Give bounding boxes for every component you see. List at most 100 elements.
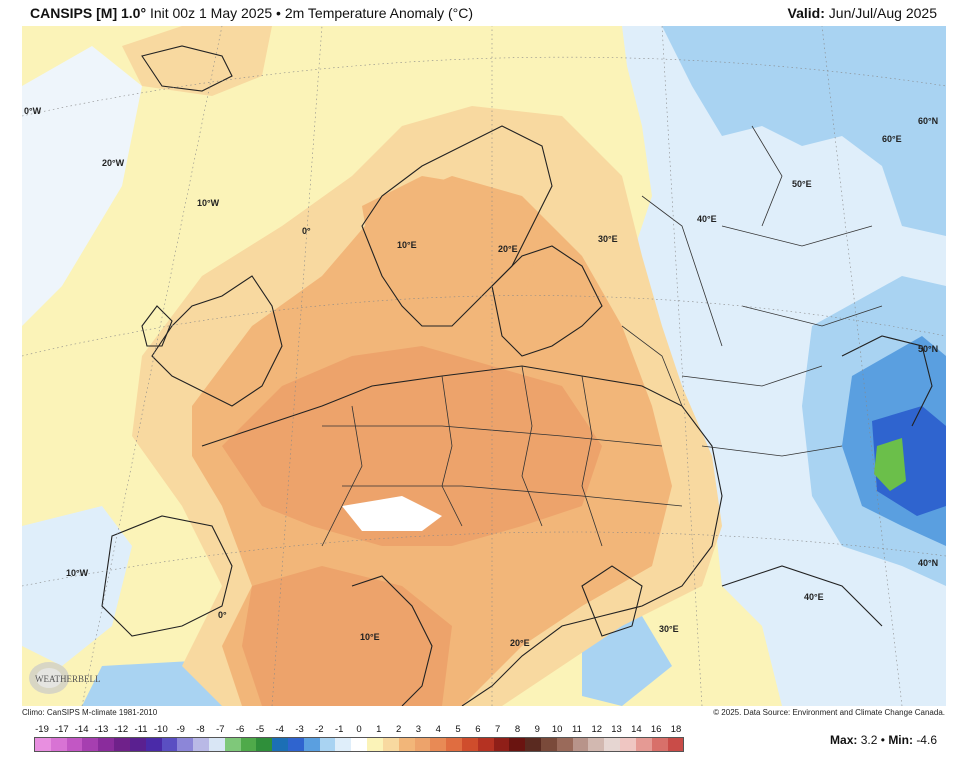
cool-region-iberia-sw: [22, 506, 132, 666]
colorbar-swatch: [461, 738, 478, 751]
colorbar-swatch: [114, 738, 130, 751]
min-value: -4.6: [916, 733, 937, 747]
lon-label: 10°E: [360, 632, 380, 642]
colorbar-swatch: [651, 738, 668, 751]
colorbar-swatch: [208, 738, 225, 751]
weatherbell-logo: WEATHERBELL: [27, 658, 103, 698]
lon-label: 10°W: [66, 568, 89, 578]
colorbar-swatch: [604, 738, 621, 751]
colorbar-swatch: [303, 738, 320, 751]
colorbar-tick-label: -17: [54, 724, 69, 735]
colorbar-tick-label: -5: [255, 724, 265, 735]
colorbar-labels: -19 -17 -14 -13 -12 -11 -10 -9 -8 -7 -6 -5 -4 -3 -2 -1 0…: [34, 724, 684, 737]
colorbar-tick-label: 11: [572, 724, 582, 735]
colorbar-swatch: [319, 738, 336, 751]
colorbar-tick-label: -1: [334, 724, 344, 735]
colorbar-tick-label: 7: [495, 724, 501, 735]
coastlines: [101, 45, 933, 706]
lon-label: 20°E: [498, 244, 518, 254]
colorbar-swatch: [129, 738, 146, 751]
colorbar-swatch: [288, 738, 304, 751]
valid-label: Valid:: [787, 5, 825, 21]
colorbar-tick-label: 0: [356, 724, 362, 735]
colorbar-tick-label: -19: [35, 724, 49, 735]
colorbar-swatch: [50, 738, 67, 751]
lon-label: 20°E: [510, 638, 530, 648]
colorbar-swatch: [556, 738, 573, 751]
anomaly-map: 0°W 20°W 10°W 0° 10°E 20°E 30°E 40°E 50°…: [22, 26, 946, 706]
colorbar-tick-label: -2: [315, 724, 324, 735]
lon-label: 50°E: [792, 179, 812, 189]
colorbar-tick-label: -3: [295, 724, 304, 735]
colorbar-swatch: [224, 738, 241, 751]
valid-value: Jun/Jul/Aug 2025: [828, 5, 937, 21]
colorbar-swatch: [541, 738, 557, 751]
colorbar-swatch: [177, 738, 194, 751]
lon-label: 0°: [302, 226, 311, 236]
lon-label: 0°W: [24, 106, 42, 116]
max-min-readout: Max: 3.2 • Min: -4.6: [830, 733, 937, 747]
colorbar-swatch: [161, 738, 178, 751]
lon-label: 10°W: [197, 198, 220, 208]
colorbar-tick-label: 3: [415, 724, 422, 735]
colorbar-tick-label: -14: [74, 724, 89, 735]
lon-label: 20°W: [102, 158, 125, 168]
colorbar-tick-label: -13: [94, 724, 109, 735]
graticule: [22, 26, 946, 706]
cold-core: [874, 438, 906, 491]
lon-label: 40°E: [697, 214, 717, 224]
colorbar-swatch: [35, 738, 51, 751]
colorbar-swatch: [477, 738, 494, 751]
colorbar-tick-label: -11: [134, 724, 148, 735]
map-canvas: [22, 26, 946, 706]
colorbar-tick-label: -12: [114, 724, 129, 735]
colorbar-swatch: [493, 738, 510, 751]
colorbar-swatch: [272, 738, 288, 751]
colorbar-swatch: [430, 738, 447, 751]
min-label: Min:: [888, 733, 913, 747]
max-label: Max:: [830, 733, 858, 747]
colorbar-swatch: [193, 738, 209, 751]
alps-pocket: [342, 496, 442, 531]
lon-label: 10°E: [397, 240, 417, 250]
run-description: Init 00z 1 May 2025 • 2m Temperature Ano…: [149, 5, 474, 21]
lat-label: 60°N: [918, 116, 939, 126]
colorbar-tick-label: 9: [534, 724, 540, 735]
colorbar-swatch: [588, 738, 605, 751]
colorbar-tick-label: -6: [235, 724, 245, 735]
colorbar-tick-label: 1: [376, 724, 382, 735]
max-value: 3.2: [860, 733, 878, 747]
colorbar-swatch: [446, 738, 462, 751]
warm-region-strong: [222, 346, 602, 546]
cool-region-west-atlantic: [22, 46, 142, 326]
colorbar-swatch: [82, 738, 99, 751]
colorbar-swatch: [256, 738, 273, 751]
colorbar-swatch: [382, 738, 399, 751]
valid-period: Valid: Jun/Jul/Aug 2025: [788, 5, 937, 21]
colorbar-swatch: [525, 738, 541, 751]
colorbar-tick-label: 14: [631, 724, 642, 735]
colorbar-tick-label: 12: [591, 724, 603, 735]
lat-label: 50°N: [918, 344, 939, 354]
colorbar-swatch: [66, 738, 83, 751]
cool-region-northeast: [662, 26, 946, 236]
model-name: CANSIPS [M] 1.0°: [30, 5, 147, 21]
colorbar-tick-label: -10: [154, 724, 168, 735]
colorbar-tick-label: 18: [670, 724, 682, 735]
colorbar-swatch: [667, 738, 684, 751]
colorbar-tick-label: 10: [551, 724, 563, 735]
lon-label: 30°E: [598, 234, 618, 244]
warm-region-south: [242, 566, 452, 706]
colorbar-tick-label: -8: [196, 724, 205, 735]
colorbar-swatch: [398, 738, 415, 751]
colorbar-swatch: [509, 738, 526, 751]
lon-label: 60°E: [882, 134, 902, 144]
colorbar-tick-label: 8: [514, 724, 521, 735]
svg-text:WEATHERBELL: WEATHERBELL: [35, 674, 101, 684]
colorbar-swatch: [635, 738, 652, 751]
lat-label: 40°N: [918, 558, 939, 568]
cool-region-balkan-sea: [582, 616, 672, 706]
colorbar-tick-label: 4: [435, 724, 441, 735]
colorbar-tick-label: 13: [611, 724, 622, 735]
borders: [321, 125, 883, 547]
